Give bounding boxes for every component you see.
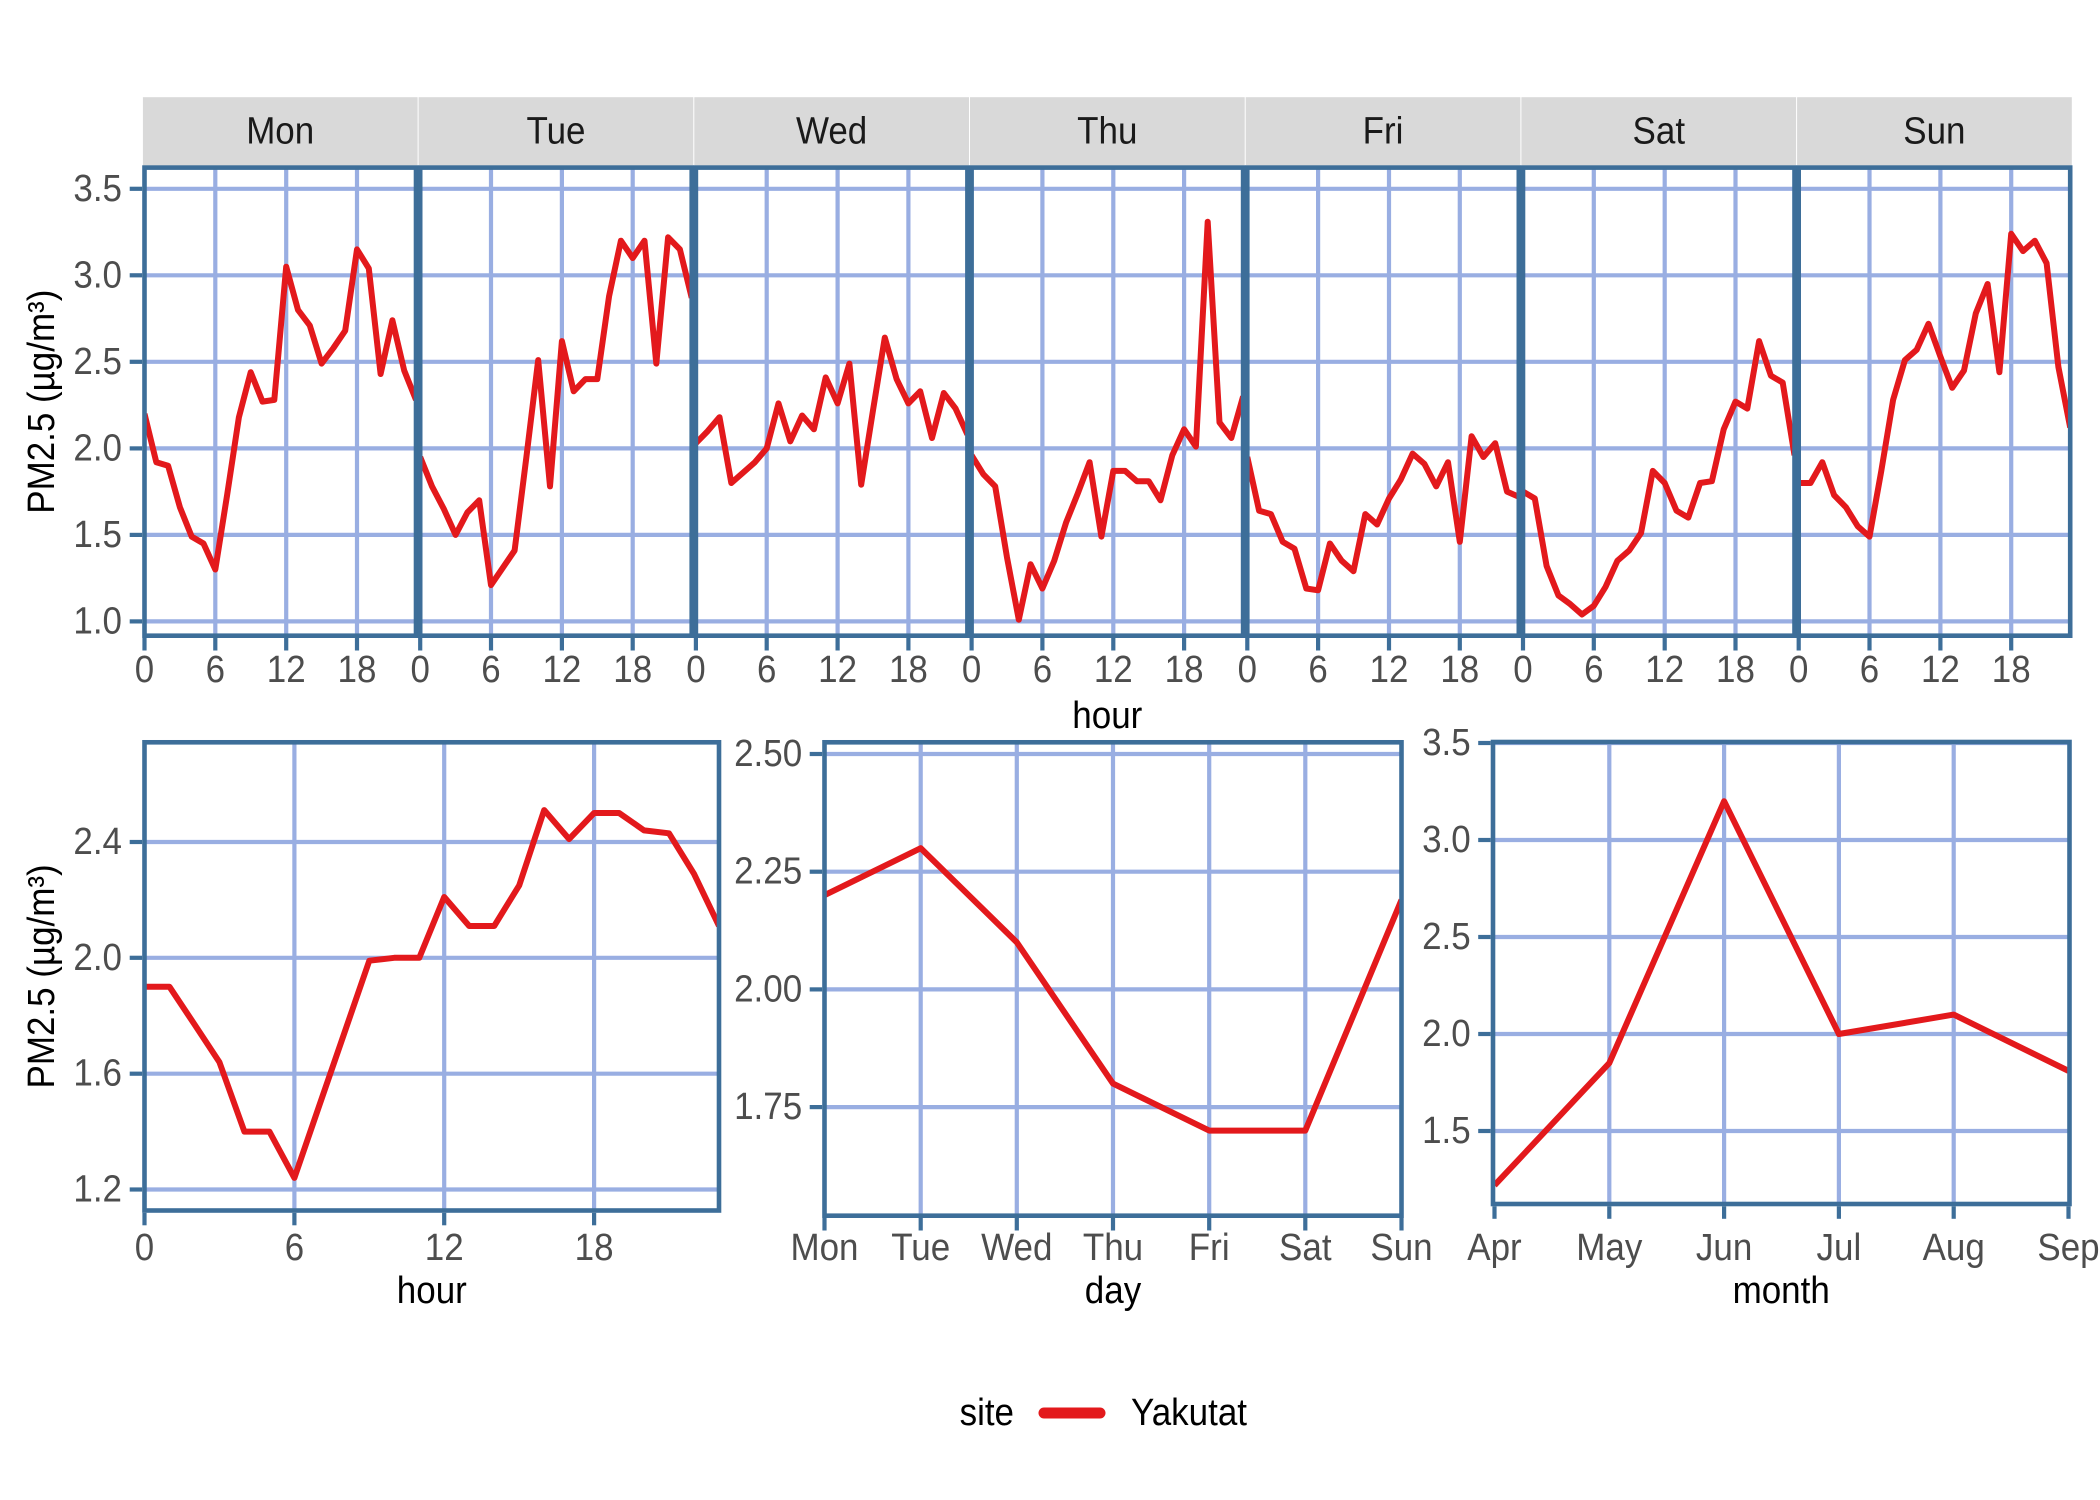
svg-text:Tue: Tue xyxy=(527,111,586,153)
svg-text:18: 18 xyxy=(575,1227,614,1269)
svg-text:2.4: 2.4 xyxy=(73,821,122,863)
svg-text:Fri: Fri xyxy=(1363,111,1404,153)
svg-text:18: 18 xyxy=(889,649,928,691)
svg-text:1.5: 1.5 xyxy=(73,514,122,556)
svg-text:18: 18 xyxy=(1716,649,1755,691)
svg-text:0: 0 xyxy=(1513,649,1532,691)
svg-text:Yakutat: Yakutat xyxy=(1131,1392,1247,1434)
svg-text:Apr: Apr xyxy=(1467,1227,1522,1269)
svg-text:Sat: Sat xyxy=(1279,1227,1332,1269)
svg-text:Sun: Sun xyxy=(1370,1227,1432,1269)
svg-text:Mon: Mon xyxy=(791,1227,859,1269)
svg-text:Wed: Wed xyxy=(981,1227,1052,1269)
svg-text:3.5: 3.5 xyxy=(1422,722,1471,764)
svg-text:12: 12 xyxy=(818,649,857,691)
svg-text:Fri: Fri xyxy=(1189,1227,1230,1269)
svg-text:0: 0 xyxy=(1789,649,1808,691)
svg-text:2.50: 2.50 xyxy=(734,733,802,775)
svg-text:0: 0 xyxy=(962,649,981,691)
svg-text:Jun: Jun xyxy=(1696,1227,1752,1269)
svg-text:2.5: 2.5 xyxy=(1422,916,1471,958)
svg-text:12: 12 xyxy=(267,649,306,691)
svg-text:Tue: Tue xyxy=(891,1227,950,1269)
svg-text:18: 18 xyxy=(1440,649,1479,691)
svg-text:0: 0 xyxy=(686,649,705,691)
svg-text:18: 18 xyxy=(613,649,652,691)
svg-text:6: 6 xyxy=(1033,649,1052,691)
svg-text:12: 12 xyxy=(1921,649,1960,691)
svg-text:3.0: 3.0 xyxy=(73,254,122,296)
svg-text:0: 0 xyxy=(1238,649,1257,691)
svg-text:6: 6 xyxy=(1584,649,1603,691)
svg-text:Sep: Sep xyxy=(2037,1227,2099,1269)
svg-text:2.0: 2.0 xyxy=(1422,1013,1471,1055)
svg-text:2.5: 2.5 xyxy=(73,341,122,383)
svg-text:2.0: 2.0 xyxy=(73,427,122,469)
svg-text:1.75: 1.75 xyxy=(734,1086,802,1128)
svg-text:hour: hour xyxy=(1072,695,1142,737)
svg-text:0: 0 xyxy=(135,649,154,691)
svg-text:12: 12 xyxy=(425,1227,464,1269)
svg-text:month: month xyxy=(1733,1270,1830,1312)
svg-text:site: site xyxy=(960,1392,1014,1434)
svg-text:hour: hour xyxy=(397,1270,467,1312)
svg-text:6: 6 xyxy=(481,649,500,691)
svg-text:12: 12 xyxy=(1645,649,1684,691)
svg-text:1.6: 1.6 xyxy=(73,1053,122,1095)
svg-text:6: 6 xyxy=(1860,649,1879,691)
svg-text:PM2.5 (µg/m³): PM2.5 (µg/m³) xyxy=(21,864,63,1088)
svg-text:18: 18 xyxy=(338,649,377,691)
svg-text:6: 6 xyxy=(206,649,225,691)
svg-text:3.0: 3.0 xyxy=(1422,819,1471,861)
svg-text:2.0: 2.0 xyxy=(73,937,122,979)
svg-text:PM2.5 (µg/m³): PM2.5 (µg/m³) xyxy=(21,290,63,514)
svg-text:day: day xyxy=(1085,1270,1141,1312)
svg-text:6: 6 xyxy=(1308,649,1327,691)
svg-text:12: 12 xyxy=(1370,649,1409,691)
svg-text:Thu: Thu xyxy=(1083,1227,1143,1269)
svg-text:12: 12 xyxy=(542,649,581,691)
svg-text:Sun: Sun xyxy=(1903,111,1965,153)
svg-text:1.2: 1.2 xyxy=(73,1169,122,1211)
svg-text:Sat: Sat xyxy=(1633,111,1686,153)
svg-text:18: 18 xyxy=(1992,649,2031,691)
svg-text:0: 0 xyxy=(135,1227,154,1269)
svg-text:May: May xyxy=(1576,1227,1642,1269)
svg-text:Aug: Aug xyxy=(1923,1227,1985,1269)
svg-text:Thu: Thu xyxy=(1077,111,1137,153)
svg-text:12: 12 xyxy=(1094,649,1133,691)
svg-text:0: 0 xyxy=(411,649,430,691)
svg-text:1.5: 1.5 xyxy=(1422,1110,1471,1152)
svg-text:Jul: Jul xyxy=(1817,1227,1862,1269)
svg-text:2.00: 2.00 xyxy=(734,968,802,1010)
svg-text:Wed: Wed xyxy=(796,111,867,153)
svg-text:Mon: Mon xyxy=(246,111,314,153)
svg-text:1.0: 1.0 xyxy=(73,600,122,642)
svg-text:3.5: 3.5 xyxy=(73,168,122,210)
svg-text:6: 6 xyxy=(757,649,776,691)
svg-text:18: 18 xyxy=(1165,649,1204,691)
svg-text:6: 6 xyxy=(285,1227,304,1269)
svg-text:2.25: 2.25 xyxy=(734,851,802,893)
